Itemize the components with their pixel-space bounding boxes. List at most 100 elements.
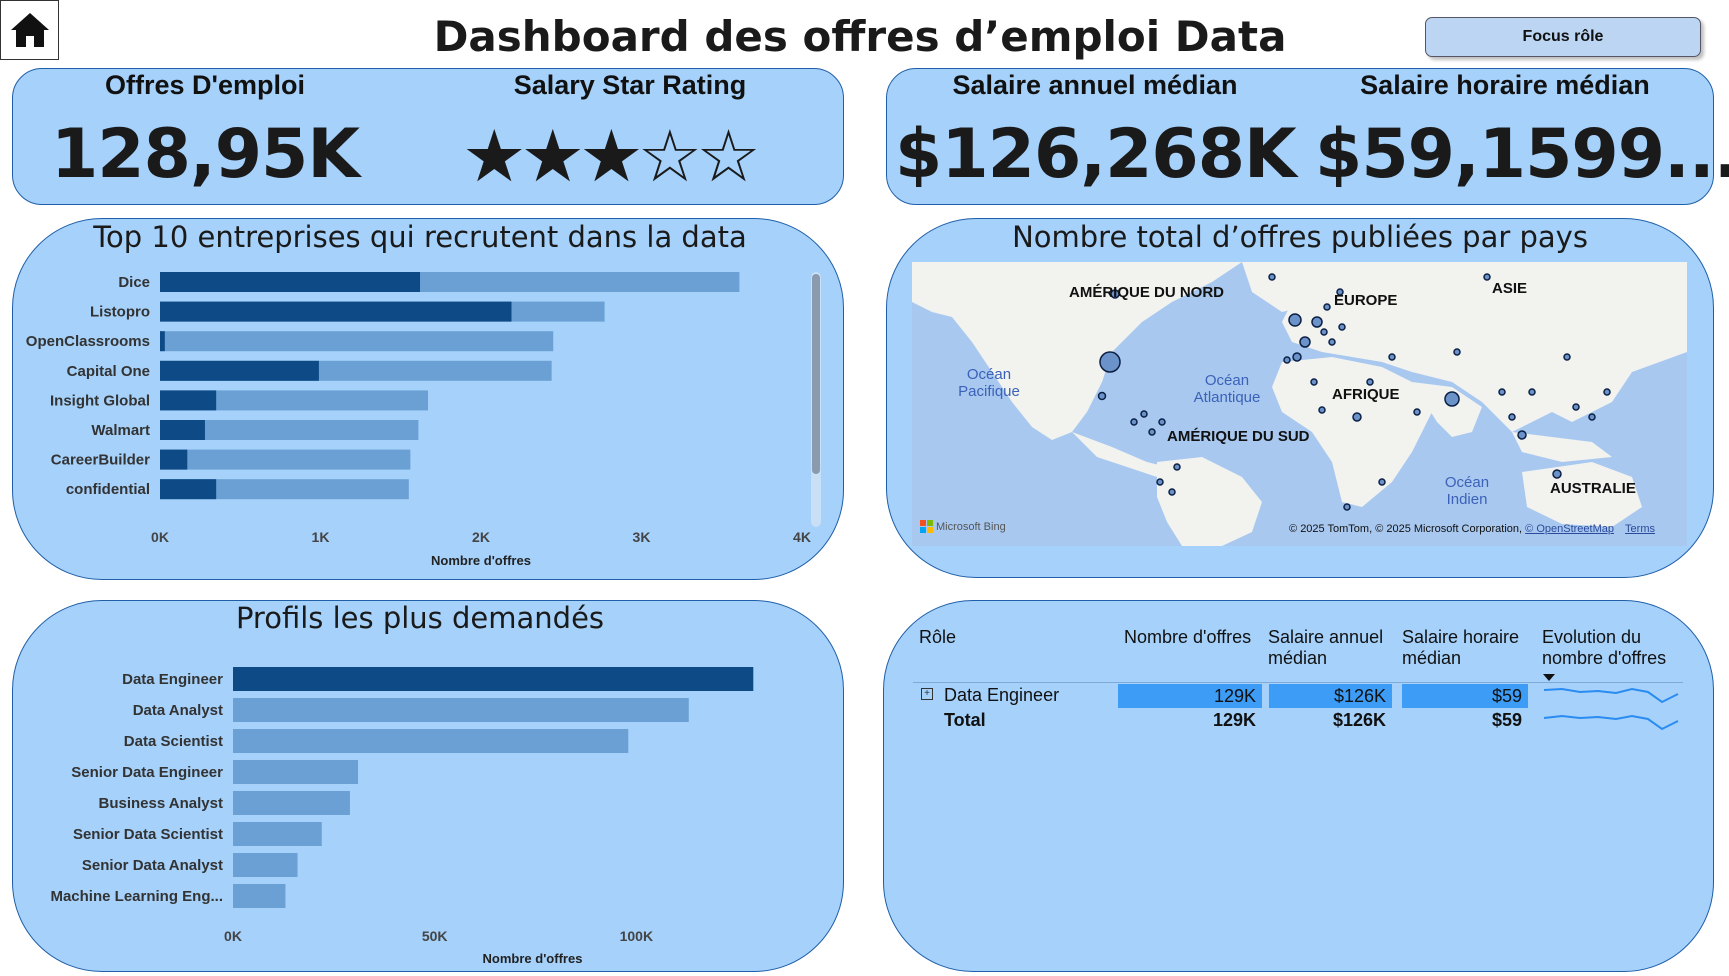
- profile-bar[interactable]: [233, 667, 754, 691]
- north-america-landmass: [912, 262, 1242, 440]
- company-x-tick: 0K: [151, 529, 169, 545]
- terms-link[interactable]: Terms: [1625, 523, 1655, 535]
- company-label: Capital One: [67, 363, 150, 380]
- profile-label: Business Analyst: [99, 795, 224, 812]
- company-bar-total[interactable]: [160, 449, 411, 470]
- profile-label: Data Scientist: [124, 733, 223, 750]
- profile-bar[interactable]: [233, 853, 298, 877]
- world-map-svg: [912, 262, 1687, 546]
- profiles-bar-chart: Data Engineer Data Analyst Data Scientist S…: [50, 667, 754, 966]
- table-row[interactable]: + Data Engineer 129K $126K $59: [883, 682, 1714, 708]
- header-offers[interactable]: Nombre d'offres: [1124, 627, 1252, 647]
- profile-bar[interactable]: [233, 760, 359, 784]
- sort-desc-icon[interactable]: [1543, 674, 1555, 681]
- home-icon: [10, 13, 49, 47]
- companies-scrollbar-thumb[interactable]: [812, 274, 820, 474]
- focus-role-button[interactable]: Focus rôle: [1425, 17, 1701, 57]
- company-bar-highlight[interactable]: [160, 301, 512, 322]
- profile-label: Senior Data Analyst: [82, 857, 223, 874]
- map-label-australia: AUSTRALIE: [1550, 480, 1636, 497]
- company-bar-total[interactable]: [160, 390, 429, 411]
- map-copyright: © 2025 TomTom, © 2025 Microsoft Corporat…: [1289, 523, 1655, 535]
- central-america-landmass: [1072, 432, 1167, 477]
- total-label: Total: [944, 710, 986, 730]
- world-map[interactable]: AMÉRIQUE DU NORD EUROPE ASIE AFRIQUE AMÉ…: [912, 262, 1687, 546]
- map-label-africa: AFRIQUE: [1332, 386, 1400, 403]
- company-bar-total[interactable]: [160, 420, 419, 440]
- expand-plus-icon[interactable]: +: [921, 688, 933, 700]
- profile-bar[interactable]: [233, 822, 322, 846]
- kpi-panel-left: [12, 68, 844, 205]
- profile-label: Data Engineer: [122, 671, 223, 688]
- companies-scrollbar[interactable]: [811, 272, 821, 527]
- page-title: Dashboard des offres d’emploi Data: [433, 12, 1287, 61]
- ocean-label-atlantic: Océan Atlantique: [1193, 372, 1261, 406]
- osm-link[interactable]: © OpenStreetMap: [1525, 523, 1614, 535]
- company-bar-highlight[interactable]: [160, 390, 217, 411]
- profile-x-tick: 0K: [224, 928, 242, 944]
- total-offers: 129K: [1212, 710, 1256, 730]
- company-x-tick: 1K: [312, 529, 330, 545]
- row-sparkline: [1543, 687, 1679, 704]
- company-bar-highlight[interactable]: [160, 360, 319, 381]
- profiles-chart-panel: [12, 600, 844, 972]
- africa-landmass: [1272, 357, 1432, 507]
- company-bar-highlight[interactable]: [160, 331, 165, 352]
- header-role[interactable]: Rôle: [919, 627, 957, 647]
- company-label: Insight Global: [50, 392, 150, 409]
- profile-bar[interactable]: [233, 884, 286, 908]
- total-sparkline: [1543, 714, 1679, 731]
- se-asia-islands: [1512, 432, 1612, 462]
- copyright-text: © 2025 TomTom, © 2025 Microsoft Corporat…: [1289, 523, 1523, 535]
- companies-chart-title: Top 10 entreprises qui recrutent dans la…: [93, 220, 747, 254]
- company-bar-highlight[interactable]: [160, 420, 205, 440]
- ocean-label-pacific: Océan Pacifique: [958, 366, 1020, 400]
- company-x-tick: 2K: [472, 529, 490, 545]
- microsoft-logo-icon: [920, 520, 933, 533]
- profile-bar[interactable]: [233, 698, 689, 722]
- roles-table: Rôle Nombre d'offres Salaire annuel médi…: [883, 600, 1714, 972]
- company-x-tick: 4K: [793, 529, 811, 545]
- company-label: Listopro: [90, 304, 150, 321]
- hourly-salary-kpi-value: $59,1599...: [1315, 115, 1729, 194]
- profile-x-tick: 50K: [422, 928, 448, 944]
- company-bar-total[interactable]: [160, 331, 554, 352]
- company-x-tick: 3K: [633, 529, 651, 545]
- company-bar-highlight[interactable]: [160, 479, 217, 500]
- company-label: Walmart: [91, 422, 150, 439]
- row-role: Data Engineer: [944, 685, 1060, 705]
- company-bar-highlight[interactable]: [160, 272, 421, 292]
- profile-bar[interactable]: [233, 791, 350, 815]
- company-label: confidential: [66, 481, 150, 498]
- table-header-divider: [913, 682, 1683, 683]
- row-hourly-bar: $59: [1402, 684, 1528, 708]
- company-label: OpenClassrooms: [26, 333, 150, 350]
- row-offers-bar: 129K: [1118, 684, 1262, 708]
- profile-bar[interactable]: [233, 729, 629, 753]
- south-asia-landmass: [1412, 382, 1482, 437]
- bing-logo-text: Microsoft Bing: [936, 520, 1006, 533]
- hourly-salary-kpi-label: Salaire horaire médian: [1360, 70, 1650, 100]
- company-bar-total[interactable]: [160, 479, 409, 500]
- header-annual[interactable]: Salaire annuel médian: [1268, 627, 1384, 668]
- companies-bar-chart: Dice Listopro OpenClassrooms Capital One Ins…: [26, 272, 811, 568]
- header-hourly[interactable]: Salaire horaire médian: [1402, 627, 1520, 668]
- australia-landmass: [1522, 462, 1642, 527]
- annual-salary-kpi-value: $126,268K: [895, 115, 1297, 194]
- map-label-north-america: AMÉRIQUE DU NORD: [1069, 284, 1225, 301]
- bing-logo: Microsoft Bing: [920, 520, 1006, 533]
- profile-label: Senior Data Scientist: [73, 826, 223, 843]
- company-bar-highlight[interactable]: [160, 449, 188, 470]
- table-total-row: Total 129K $126K $59: [883, 708, 1714, 734]
- annual-salary-kpi-label: Salaire annuel médian: [952, 70, 1238, 100]
- map-title: Nombre total d’offres publiées par pays: [1012, 220, 1588, 254]
- map-label-europe: EUROPE: [1334, 292, 1398, 309]
- offers-kpi-label: Offres D'emploi: [105, 70, 305, 100]
- profile-label: Machine Learning Eng...: [50, 888, 223, 905]
- header-evolution[interactable]: Evolution du nombre d'offres: [1542, 627, 1667, 668]
- total-annual: $126K: [1332, 710, 1386, 730]
- ocean-label-indian: Océan Indien: [1444, 474, 1490, 508]
- home-button[interactable]: [0, 0, 59, 60]
- eurasia-landmass: [1282, 262, 1687, 432]
- company-label: CareerBuilder: [51, 452, 150, 469]
